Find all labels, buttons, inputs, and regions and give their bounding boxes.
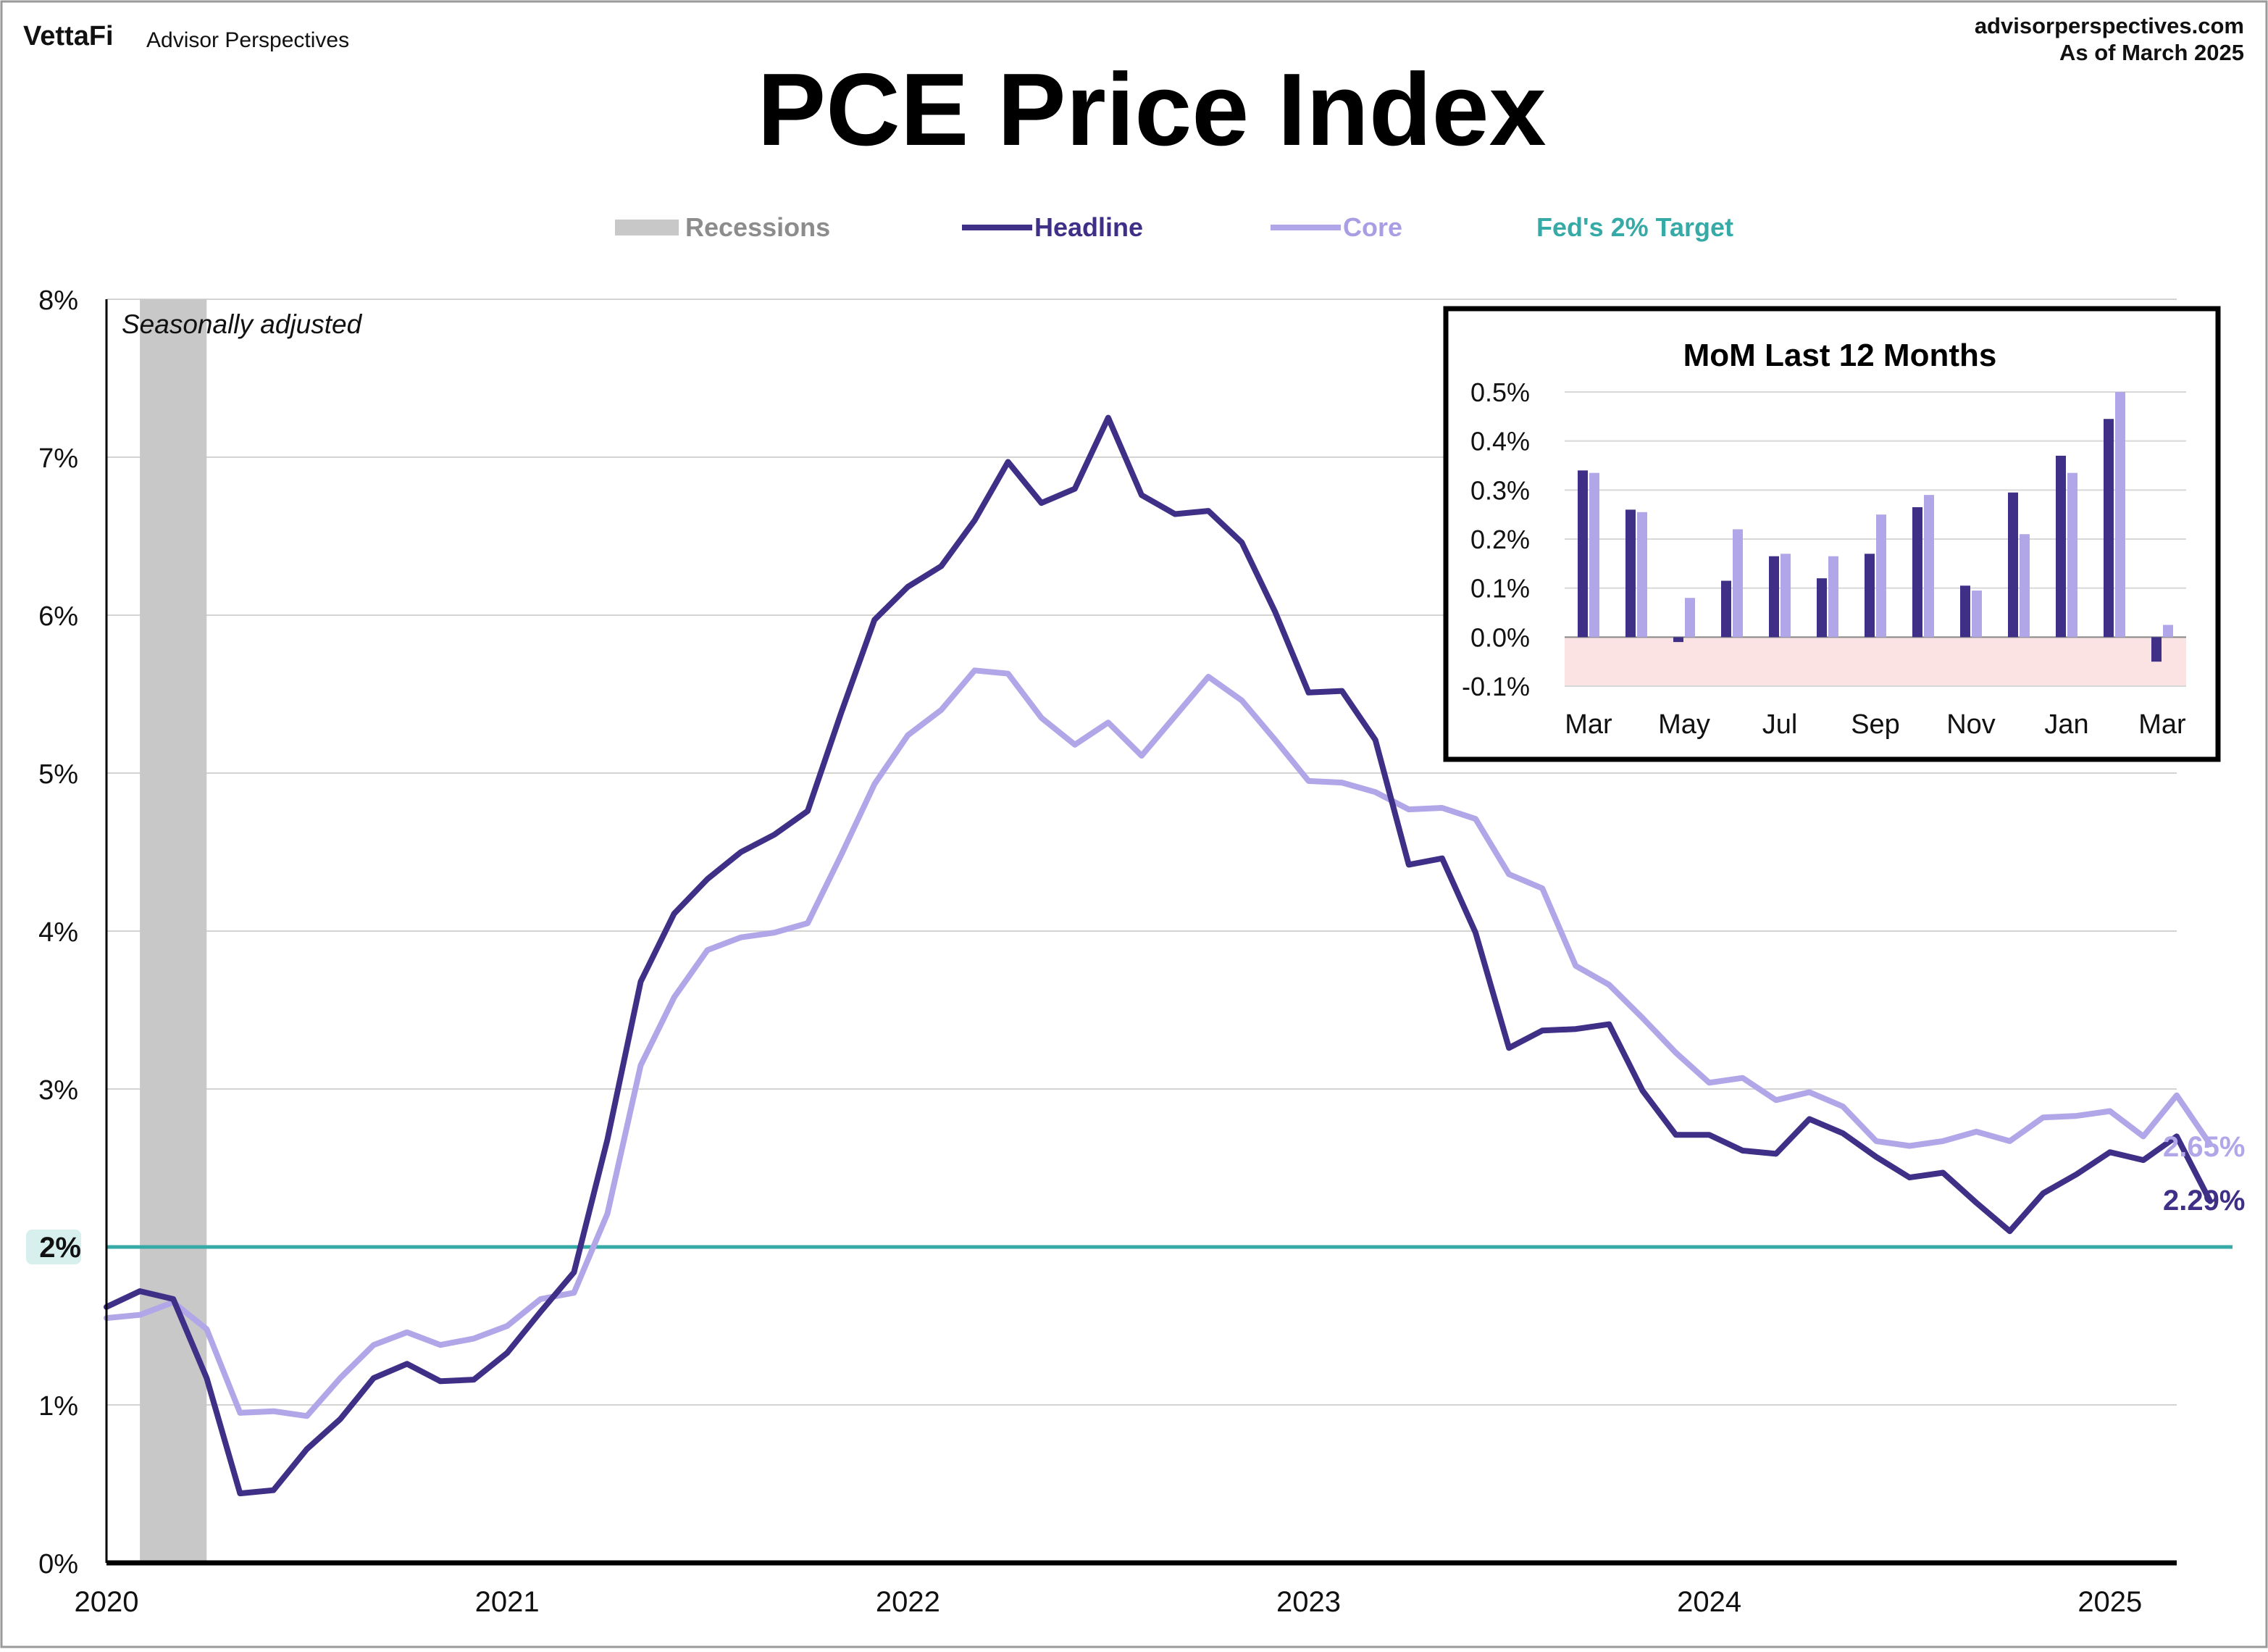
target-tick-highlight bbox=[26, 1230, 81, 1264]
inset-bar-core bbox=[2115, 392, 2125, 638]
inset-x-tick-label: Nov bbox=[1946, 709, 1996, 740]
inset-bar-headline bbox=[1960, 585, 1970, 638]
inset-bar-headline bbox=[1817, 578, 1827, 638]
y-tick-label: 8% bbox=[38, 285, 78, 316]
inset-x-tick-label: Mar bbox=[2138, 709, 2186, 740]
inset-bar-core bbox=[2067, 472, 2077, 638]
core-end-label: 2.65% bbox=[2163, 1131, 2245, 1163]
inset-bar-core bbox=[2163, 625, 2173, 638]
x-tick-label: 2020 bbox=[75, 1586, 139, 1618]
inset-y-tick-label: 0.5% bbox=[1470, 377, 1530, 407]
negative-band bbox=[1565, 637, 2186, 686]
y-tick-label: 4% bbox=[38, 917, 78, 948]
as-of-date: As of March 2025 bbox=[2059, 40, 2244, 65]
brand-name: Advisor Perspectives bbox=[146, 28, 349, 52]
recession-band bbox=[140, 299, 207, 1563]
x-tick-label: 2023 bbox=[1276, 1586, 1341, 1618]
inset-bar-headline bbox=[1912, 507, 1922, 638]
x-tick-label: 2021 bbox=[475, 1586, 540, 1618]
inset-bar-headline bbox=[2104, 419, 2114, 638]
inset-bar-core bbox=[1972, 591, 1982, 638]
inset-bar-core bbox=[2020, 534, 2030, 638]
source-site: advisorperspectives.com bbox=[1975, 13, 2244, 38]
y-tick-label: 1% bbox=[38, 1391, 78, 1422]
inset-y-tick-label: 0.1% bbox=[1470, 574, 1530, 604]
inset-y-tick-label: 0.0% bbox=[1470, 622, 1530, 652]
inset-bar-headline bbox=[2151, 637, 2162, 662]
headline-series-line bbox=[104, 414, 2214, 1497]
main-x-axis: 2020 2021 2022 2023 2024 2025 bbox=[75, 299, 2177, 1618]
series-layer bbox=[104, 414, 2214, 1497]
inset-bar-headline bbox=[1625, 509, 1636, 638]
legend-recessions-swatch bbox=[615, 220, 679, 235]
core-series-line bbox=[104, 667, 2214, 1419]
inset-bar-headline bbox=[1721, 580, 1731, 638]
legend-headline-label: Headline bbox=[1034, 212, 1143, 242]
inset-bar-core bbox=[1637, 512, 1647, 638]
inset-x-tick-label: Mar bbox=[1565, 709, 1612, 740]
inset-bar-core bbox=[1589, 472, 1599, 638]
y-tick-label: 3% bbox=[38, 1075, 78, 1106]
inset-x-tick-label: Jan bbox=[2044, 709, 2088, 740]
y-tick-label: 5% bbox=[38, 759, 78, 790]
recession-layer bbox=[140, 299, 207, 1563]
inset-x-tick-label: May bbox=[1658, 709, 1710, 740]
legend-recessions-label: Recessions bbox=[685, 212, 830, 242]
inset-y-tick-label: -0.1% bbox=[1462, 672, 1530, 701]
inset-bar-core bbox=[1685, 598, 1695, 638]
inset-bar-headline bbox=[1769, 556, 1779, 638]
main-y-axis: 0% 1% 2% 3% 4% 5% 6% 7% 8% bbox=[26, 285, 81, 1580]
inset-bar-headline bbox=[1865, 554, 1875, 638]
inset-bar-headline bbox=[2008, 492, 2018, 638]
inset-y-tick-label: 0.2% bbox=[1470, 525, 1530, 554]
inset-bar-headline bbox=[2056, 455, 2066, 638]
inset-x-tick-label: Sep bbox=[1851, 709, 1900, 740]
headline-end-label: 2.29% bbox=[2163, 1185, 2245, 1217]
y-tick-label: 2% bbox=[39, 1232, 81, 1264]
chart-title: PCE Price Index bbox=[757, 52, 1546, 167]
inset-bar-core bbox=[1780, 554, 1791, 638]
y-tick-label: 6% bbox=[38, 601, 78, 632]
legend-target-label: Fed's 2% Target bbox=[1536, 212, 1733, 242]
inset-frame bbox=[1443, 306, 2221, 762]
inset-y-tick-label: 0.3% bbox=[1470, 475, 1530, 505]
inset-bar-core bbox=[1828, 556, 1838, 638]
inset-bar-core bbox=[1924, 495, 1934, 638]
inset-x-tick-label: Jul bbox=[1762, 709, 1798, 740]
inset-y-tick-label: 0.4% bbox=[1470, 427, 1530, 456]
y-tick-label: 0% bbox=[38, 1549, 78, 1580]
x-tick-label: 2024 bbox=[1677, 1586, 1741, 1618]
y-tick-label: 7% bbox=[38, 443, 78, 474]
inset-bar-core bbox=[1876, 514, 1886, 638]
seasonal-note: Seasonally adjusted bbox=[122, 309, 363, 339]
inset-title: MoM Last 12 Months bbox=[1683, 338, 1997, 373]
legend: Recessions Headline Core Fed's 2% Target bbox=[615, 212, 1733, 242]
inset-bar-headline bbox=[1673, 637, 1683, 643]
inset-bar-core bbox=[1733, 529, 1743, 638]
x-tick-label: 2022 bbox=[876, 1586, 940, 1618]
inset-plot: -0.1% 0.0% 0.1% 0.2% 0.3% 0.4% 0.5% Mar May Jul Se… bbox=[1462, 377, 2186, 740]
x-tick-label: 2025 bbox=[2077, 1586, 2142, 1618]
brand-logo: VettaFi bbox=[23, 21, 114, 51]
brand-logo-text: VettaFi bbox=[23, 21, 114, 51]
inset-bar-headline bbox=[1578, 470, 1588, 638]
inset-mom-chart: MoM Last 12 Months -0.1% 0.0% 0.1% 0.2% 0.3%… bbox=[1443, 306, 2221, 762]
legend-core-label: Core bbox=[1343, 212, 1402, 242]
